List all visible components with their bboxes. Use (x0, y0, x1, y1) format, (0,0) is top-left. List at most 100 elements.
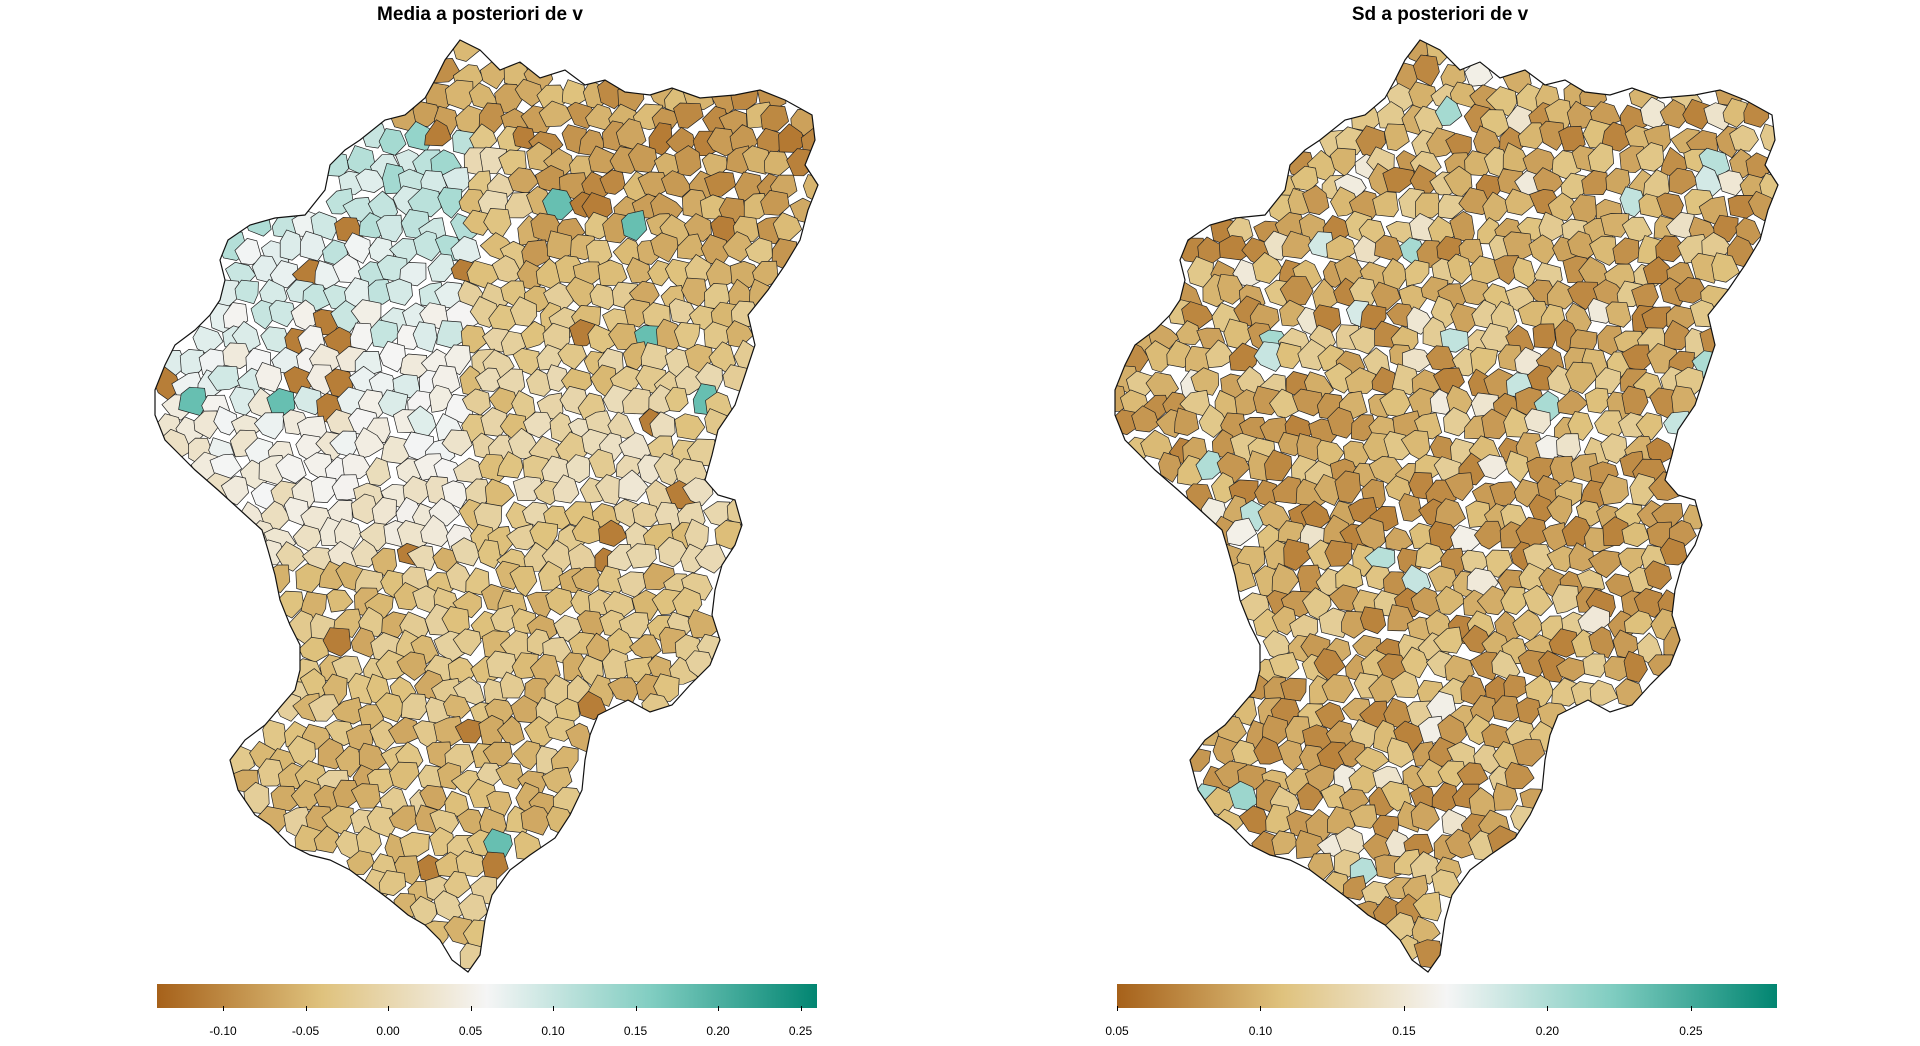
municipality-polygon (1415, 542, 1446, 569)
municipality-polygon (399, 831, 430, 858)
municipality-polygon (1292, 388, 1325, 417)
panel-title: Sd a posteriori de v (1351, 4, 1529, 25)
municipality-polygon (220, 475, 249, 506)
municipality-polygon (1524, 408, 1551, 435)
municipality-polygon (1345, 367, 1377, 395)
municipality-polygon (452, 628, 482, 657)
legend-tick-mark (305, 1006, 307, 1011)
municipalities-group (1115, 40, 1778, 969)
municipality-polygon (1449, 81, 1480, 108)
municipality-polygon (399, 262, 427, 287)
municipality-polygon (389, 761, 420, 791)
color-legend-ticks: -0.10 -0.05 0.00 0.05 0.10 0.15 0.20 0.25 (157, 1006, 817, 1046)
municipality-polygon (499, 671, 526, 699)
legend-tick-mark (718, 1006, 719, 1011)
municipality-polygon (1253, 736, 1284, 765)
municipality-polygon (1602, 516, 1630, 547)
municipality-polygon (465, 567, 490, 596)
municipality-polygon (1629, 473, 1658, 506)
municipality-polygon (1694, 165, 1723, 197)
municipality-polygon (760, 104, 789, 132)
municipality-polygon (597, 259, 628, 286)
municipality-polygon (320, 151, 349, 177)
municipality-polygon (1426, 127, 1456, 159)
legend-tick-label: 0.15 (1392, 1024, 1416, 1038)
municipality-polygon (1492, 782, 1518, 811)
municipality-polygon (1615, 678, 1644, 707)
municipality-polygon (1445, 828, 1476, 859)
municipality-polygon (512, 740, 543, 771)
municipality-polygon (571, 566, 604, 593)
legend-tick-label: 0.20 (1535, 1024, 1560, 1038)
municipality-polygon (1225, 517, 1258, 547)
municipality-polygon (1410, 801, 1440, 832)
municipality-polygon (443, 694, 472, 719)
municipality-polygon (1401, 348, 1435, 372)
legend-tick-mark (470, 1006, 472, 1011)
municipality-polygon (1439, 328, 1470, 353)
municipality-polygon (1400, 646, 1429, 679)
municipality-polygon (1588, 626, 1615, 659)
municipality-polygon (234, 279, 259, 305)
legend-tick-label: -0.10 (209, 1024, 237, 1038)
municipality-polygon (694, 543, 728, 574)
municipality-polygon (401, 693, 428, 721)
municipality-polygon (1584, 387, 1610, 414)
choropleth-map-sd (1114, 39, 1779, 973)
municipality-polygon (1296, 782, 1324, 811)
municipality-polygon (786, 148, 816, 177)
municipality-polygon (1659, 99, 1689, 129)
municipality-polygon (674, 413, 706, 441)
legend-tick-label: 0.05 (458, 1024, 483, 1038)
municipality-polygon (331, 696, 365, 725)
legend-tick-label: 0.25 (1679, 1024, 1703, 1038)
municipality-polygon (354, 427, 386, 459)
municipality-polygon (1619, 186, 1647, 218)
municipality-polygon (1729, 124, 1759, 152)
map-panel-sd: Sd a posteriori de v 0.05 0.10 0.15 0.20 0.2… (960, 0, 1920, 1046)
municipality-polygon (355, 826, 382, 856)
municipality-polygon (618, 469, 650, 502)
municipality-polygon (653, 673, 680, 703)
municipality-polygon (599, 169, 626, 195)
municipality-polygon (1277, 739, 1305, 772)
municipality-polygon (1384, 123, 1410, 151)
municipality-polygon (1435, 585, 1466, 615)
municipality-polygon (674, 145, 702, 177)
choropleth-map-mean (154, 39, 819, 973)
municipality-polygon (334, 518, 362, 549)
municipality-polygon (437, 187, 463, 219)
municipality-polygon (1283, 538, 1311, 571)
municipality-polygon (568, 319, 595, 347)
legend-tick-mark (1690, 1006, 1692, 1011)
municipality-polygon (1546, 280, 1577, 310)
municipality-polygon (441, 429, 473, 457)
municipality-polygon (1504, 761, 1535, 790)
municipality-polygon (1539, 120, 1566, 151)
municipality-polygon (375, 692, 405, 723)
municipality-polygon (310, 476, 338, 503)
municipality-polygon (455, 850, 486, 878)
municipality-polygon (1711, 252, 1740, 283)
municipality-polygon (1295, 829, 1326, 859)
municipality-polygon (536, 344, 563, 371)
municipality-polygon (1433, 626, 1463, 654)
municipality-polygon (1252, 252, 1284, 284)
municipality-polygon (1512, 256, 1536, 289)
municipality-polygon (294, 824, 322, 852)
legend-tick-mark (1260, 1006, 1262, 1011)
municipality-polygon (664, 386, 689, 412)
municipality-polygon (1334, 470, 1361, 504)
municipality-polygon (350, 783, 381, 809)
municipality-polygon (222, 342, 253, 369)
municipality-polygon (299, 230, 327, 262)
municipality-polygon (450, 537, 480, 567)
map-panel-mean: Media a posteriori de v -0.10 -0.05 0.00 0.… (154, 4, 819, 1046)
municipality-polygon (262, 564, 291, 594)
municipality-polygon (234, 238, 263, 266)
municipality-polygon (346, 850, 375, 876)
municipality-polygon (1427, 565, 1458, 592)
municipality-polygon (269, 260, 300, 289)
municipality-polygon (1551, 584, 1580, 615)
region-outline (154, 39, 819, 973)
